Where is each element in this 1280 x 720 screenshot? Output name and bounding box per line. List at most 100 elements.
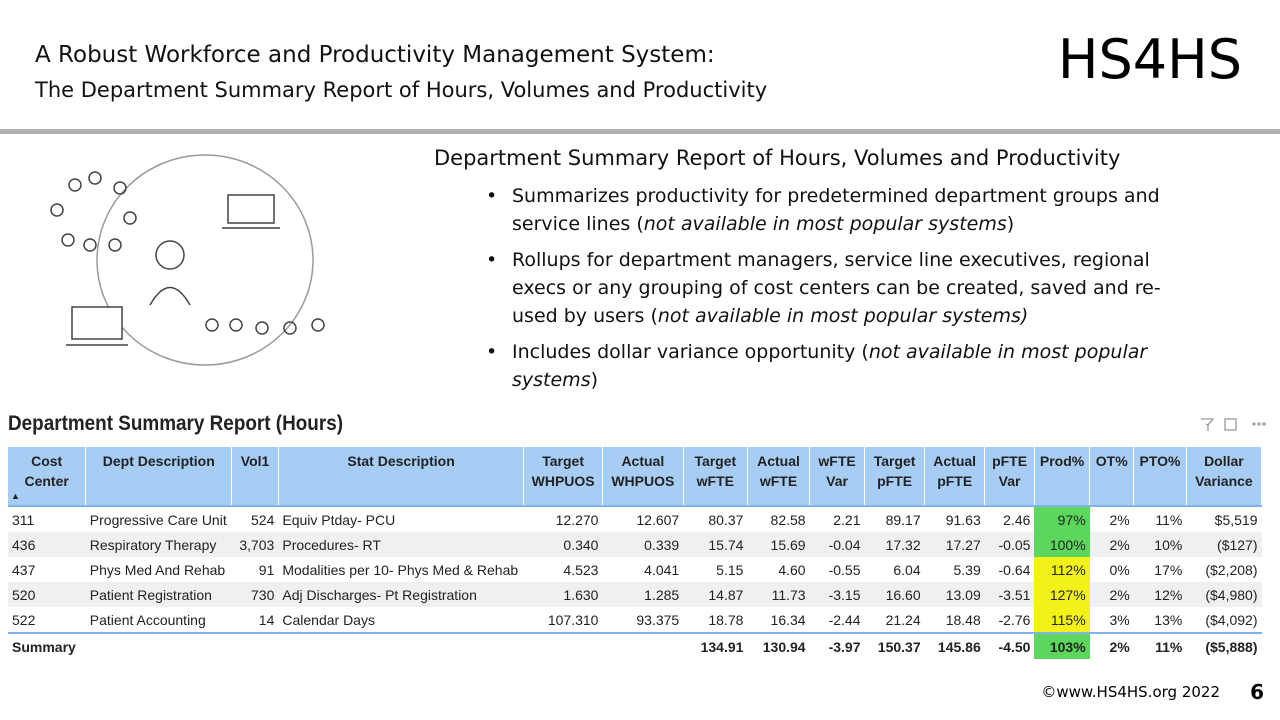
- cell: 134.91: [683, 632, 748, 659]
- logo: HS4HS: [1057, 28, 1242, 91]
- cell: 4.523: [563, 561, 599, 578]
- cell: 2.21: [809, 505, 865, 532]
- cell: -3.15: [809, 582, 865, 607]
- cell: -0.04: [809, 532, 865, 557]
- cell: 103%: [1034, 632, 1090, 659]
- cell: 115%: [1034, 607, 1090, 633]
- cell: 6.04: [893, 561, 921, 578]
- cell: 524: [231, 505, 279, 532]
- cell: 91: [258, 561, 275, 578]
- header-text: Cost Center: [24, 453, 69, 489]
- cell: 520: [8, 582, 86, 607]
- cell: 16.34: [770, 611, 806, 628]
- column-header: Target wFTE: [683, 447, 748, 506]
- column-header: Stat Description: [278, 447, 525, 506]
- title: A Robust Workforce and Productivity Mana…: [35, 42, 715, 68]
- cell: 311: [8, 505, 86, 532]
- cell: 10%: [1133, 532, 1187, 557]
- cell: -3.97: [809, 632, 865, 659]
- cell: Adj Discharges- Pt Registration: [278, 582, 524, 607]
- cell: 18.78: [708, 611, 744, 628]
- cell: -0.55: [828, 561, 861, 578]
- cell: 436: [8, 532, 86, 557]
- header-text: Dept Description: [102, 453, 215, 469]
- column-header: Vol1: [231, 447, 279, 506]
- data-row: 436 Respiratory Therapy 3,703 Procedures- R…: [8, 532, 1262, 557]
- cell: ($5,888): [1186, 632, 1262, 659]
- cell: 112%: [1034, 557, 1090, 582]
- header-text: OT%: [1095, 453, 1128, 469]
- column-header: Actual pFTE: [924, 447, 986, 506]
- cell: 21.24: [885, 611, 921, 628]
- cell: 522: [12, 611, 36, 628]
- bullet-text: Includes dollar variance opportunity (: [512, 341, 869, 363]
- cell: -3.51: [984, 582, 1035, 607]
- cell: ($127): [1186, 532, 1262, 557]
- cell: 93.375: [636, 611, 680, 628]
- cell: Summary: [8, 632, 86, 659]
- bullet-text: not available in most popular systems: [643, 213, 1007, 235]
- header-text: Prod%: [1039, 453, 1085, 469]
- cell: 1.285: [602, 582, 684, 607]
- cell: Equiv Ptday- PCU: [278, 505, 524, 532]
- header-text: Actual pFTE: [933, 453, 977, 489]
- cell: 5.15: [716, 561, 744, 578]
- column-header: Cost Center ▲: [8, 447, 87, 506]
- cell: Phys Med And Rehab: [89, 561, 226, 578]
- cell: -0.64: [998, 561, 1031, 578]
- cell: Modalities per 10- Phys Med & Rehab: [282, 561, 519, 578]
- cell: 150.37: [864, 632, 925, 659]
- cell: [231, 632, 279, 659]
- cell: 13.09: [924, 582, 985, 607]
- header-row: Cost Center ▲ Dept Description Vol1 Stat Des…: [8, 447, 1263, 506]
- cell: [602, 632, 684, 659]
- header-text: Vol1: [240, 453, 270, 469]
- cell: Patient Registration: [85, 582, 232, 607]
- column-header: Prod%: [1034, 447, 1091, 506]
- cell: 0.339: [602, 532, 684, 557]
- cell: [85, 632, 232, 659]
- column-header: Dept Description: [85, 447, 233, 506]
- header-text: Actual wFTE: [757, 453, 800, 489]
- cell: -2.44: [828, 611, 861, 628]
- cell: 107.310: [547, 611, 599, 628]
- cell: 0.340: [523, 532, 603, 557]
- cell: 12.607: [602, 505, 684, 532]
- cell: ($4,980): [1186, 582, 1262, 607]
- table-title: Department Summary Report (Hours): [8, 412, 344, 435]
- cell: ($2,208): [1205, 561, 1258, 578]
- cell: 12%: [1133, 582, 1187, 607]
- cell: ($4,092): [1205, 611, 1258, 628]
- cell: 0%: [1109, 561, 1130, 578]
- cell: 4.60: [778, 561, 806, 578]
- bullet-list: Summarizes productivity for predetermine…: [486, 182, 1188, 402]
- bullet: Rollups for department managers, service…: [486, 246, 1188, 330]
- bullet-text: ): [1006, 213, 1015, 235]
- column-header: Actual WHPUOS: [602, 447, 684, 506]
- cell: 5.39: [953, 561, 981, 578]
- cell: 15.74: [683, 532, 748, 557]
- cell: -2.76: [998, 611, 1031, 628]
- cell: 730: [231, 582, 279, 607]
- cell: 100%: [1034, 532, 1090, 557]
- data-row: 437 Phys Med And Rehab 91 Modalities per 10…: [8, 557, 1262, 582]
- column-header: wFTE Var: [809, 447, 865, 506]
- header-text: Actual WHPUOS: [611, 453, 675, 489]
- column-header: Target pFTE: [864, 447, 926, 506]
- cell: -4.50: [984, 632, 1035, 659]
- bullet: Includes dollar variance opportunity (no…: [486, 338, 1188, 394]
- cell: 91.63: [924, 505, 985, 532]
- column-header: PTO%: [1133, 447, 1187, 506]
- bullet-text: Summarizes productivity for predetermine…: [512, 185, 1160, 235]
- cell: 11%: [1133, 632, 1187, 659]
- data-row: 522 Patient Accounting 14 Calendar Days 107.…: [8, 607, 1262, 633]
- column-header: OT%: [1089, 447, 1135, 506]
- cell: 17%: [1154, 561, 1183, 578]
- column-header: Target WHPUOS: [523, 447, 603, 506]
- cell: 80.37: [683, 505, 748, 532]
- cell: 2%: [1089, 532, 1134, 557]
- cell: 14: [258, 611, 275, 628]
- cell: 89.17: [864, 505, 925, 532]
- bullet-text: not available in most popular systems: [512, 341, 1148, 391]
